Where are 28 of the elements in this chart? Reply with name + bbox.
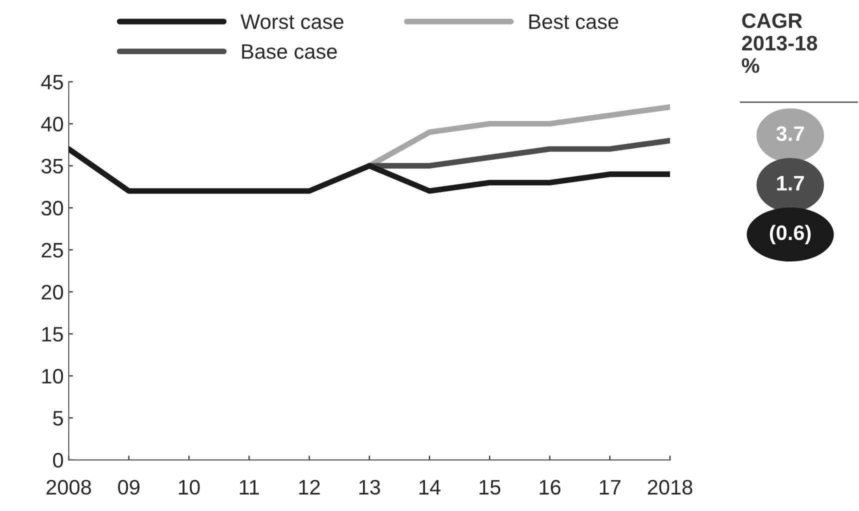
text: CAGR 2013-18 % xyxy=(742,13,818,73)
y-tick-label: 0 xyxy=(53,452,64,468)
y-tick-label: 35 xyxy=(41,158,63,174)
y-tick-label: 15 xyxy=(42,327,63,342)
x-tick-label: 12 xyxy=(299,480,320,494)
x-tick-label: 2018 xyxy=(648,480,692,495)
x-tick-label: 13 xyxy=(359,480,380,495)
text: 3.7 xyxy=(776,126,804,142)
y-tick-label: 20 xyxy=(42,284,64,300)
legend-label: Worst case xyxy=(240,14,344,30)
y-tick-label: 40 xyxy=(41,116,64,132)
y-tick-label: 25 xyxy=(42,242,63,258)
x-tick-label: 09 xyxy=(118,480,140,495)
x-tick-label: 10 xyxy=(178,480,200,495)
y-tick-label: 5 xyxy=(53,411,63,426)
text: 1.7 xyxy=(777,176,804,190)
x-tick-label: 14 xyxy=(420,480,440,494)
x-tick-label: 15 xyxy=(480,480,500,495)
x-tick-label: 11 xyxy=(240,480,259,494)
legend-label: Base case xyxy=(242,44,337,59)
text: (0.6) xyxy=(770,224,811,244)
y-tick-label: 10 xyxy=(42,368,64,384)
y-tick-label: 45 xyxy=(41,74,63,90)
y-tick-label: 30 xyxy=(41,200,64,216)
x-tick-label: 16 xyxy=(540,480,560,495)
x-tick-label: 2008 xyxy=(46,480,91,495)
legend-label: Best case xyxy=(529,14,618,30)
x-tick-label: 17 xyxy=(600,480,620,494)
